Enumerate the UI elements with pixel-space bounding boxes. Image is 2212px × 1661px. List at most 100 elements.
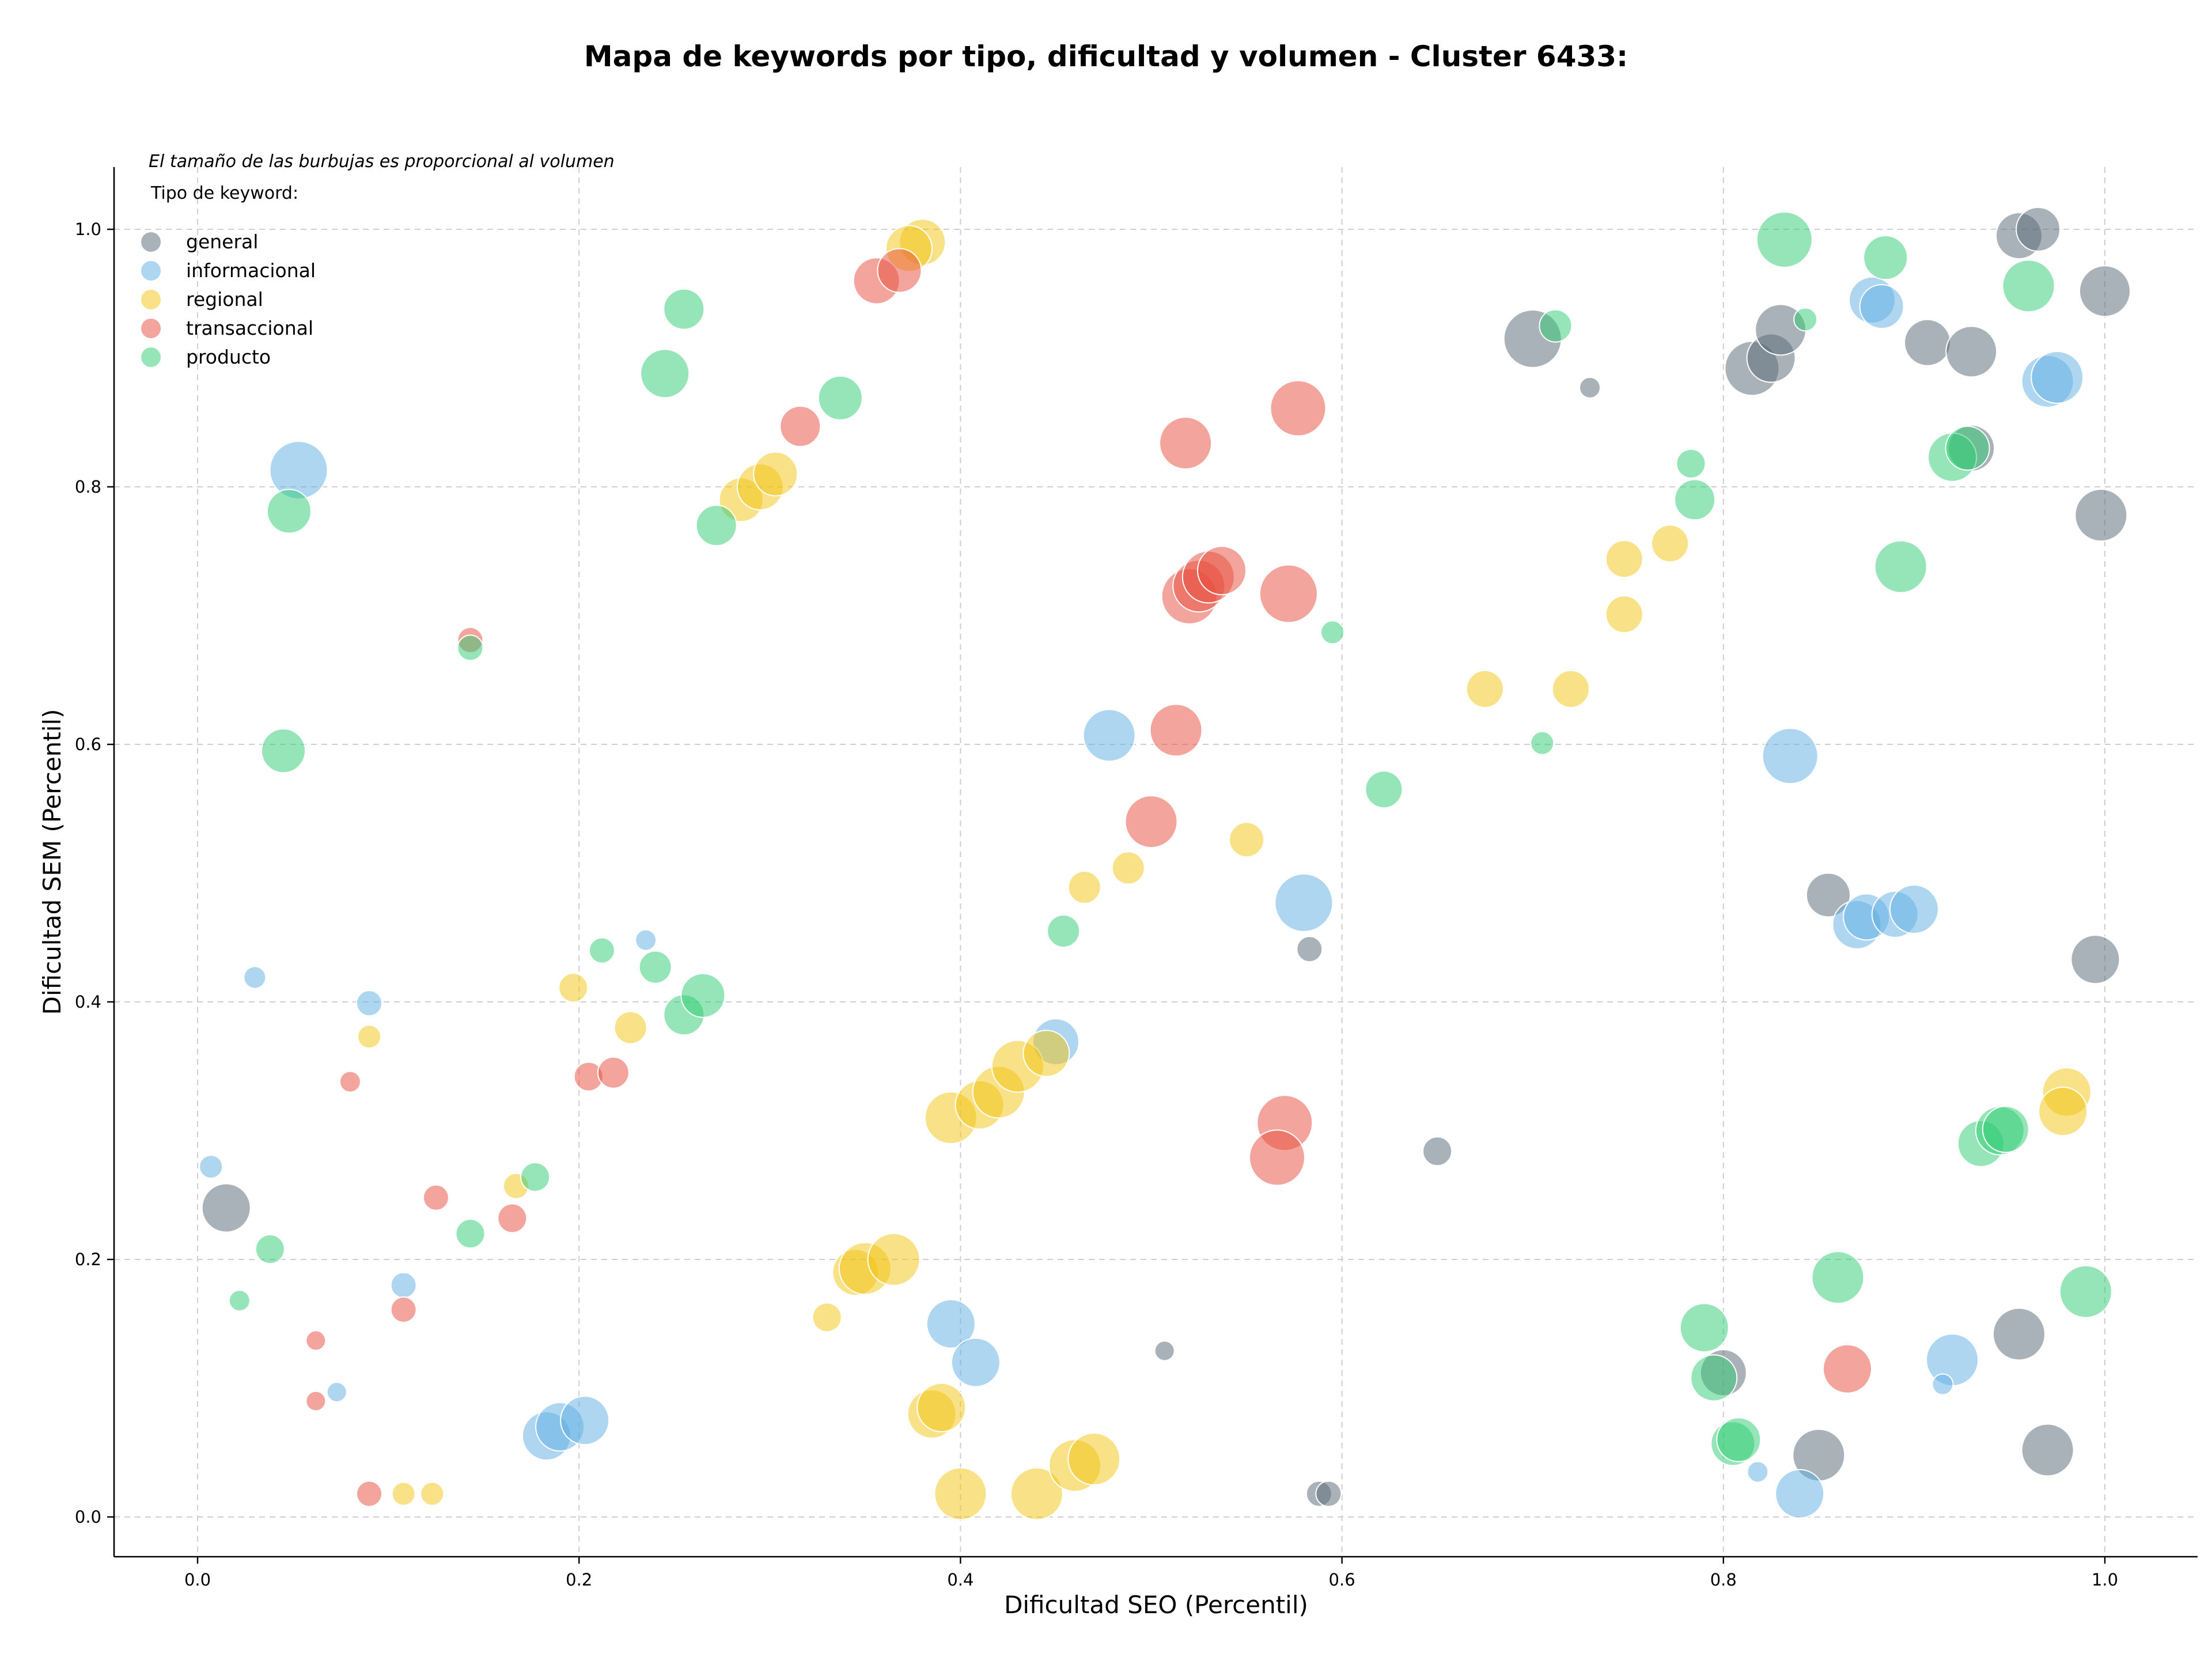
bubble-transaccional <box>390 1296 417 1323</box>
bubble-informacional <box>560 1395 610 1446</box>
bubble-producto <box>1756 211 1813 268</box>
bubble-producto <box>1982 1106 2029 1153</box>
legend-label-producto: producto <box>186 346 271 368</box>
bubble-general <box>1945 326 1998 378</box>
bubble-producto <box>1863 235 1908 281</box>
y-tick-label: 0.2 <box>75 1250 101 1269</box>
bubble-transaccional <box>779 405 821 447</box>
bubble-regional <box>1605 540 1643 578</box>
bubble-producto <box>455 1219 486 1249</box>
legend-title: Tipo de keyword: <box>150 183 298 203</box>
bubble-transaccional <box>305 1390 327 1412</box>
legend-label-informacional: informacional <box>186 259 316 282</box>
bubble-transaccional <box>339 1070 361 1093</box>
chart-title: Mapa de keywords por tipo, dificultad y … <box>584 40 1628 73</box>
y-tick-label: 0.4 <box>75 992 101 1012</box>
bubble-producto <box>1793 307 1818 332</box>
bubble-informacional <box>355 990 382 1017</box>
bubble-transaccional <box>422 1184 449 1211</box>
bubble-general <box>1154 1340 1175 1361</box>
bubble-general <box>1315 1480 1342 1507</box>
legend: Tipo de keyword: general informacional reg… <box>141 183 316 368</box>
bubble-producto <box>1716 1417 1762 1462</box>
y-axis-ticks: 0.0 0.2 0.4 0.6 0.8 1.0 <box>75 220 114 1527</box>
bubble-transaccional <box>1249 1129 1306 1186</box>
bubble-regional <box>812 1302 842 1333</box>
bubble-transaccional <box>877 248 922 293</box>
y-axis-label: Dificultad SEM (Percentil) <box>38 709 66 1015</box>
bubble-general <box>1422 1136 1453 1167</box>
bubble-transaccional <box>1124 795 1178 849</box>
bubble-regional <box>934 1467 987 1520</box>
legend-marker-regional <box>141 290 161 309</box>
bubble-general <box>2074 489 2128 542</box>
bubble-general <box>2016 207 2061 252</box>
bubble-regional <box>1465 669 1504 708</box>
bubble-informacional <box>635 929 657 951</box>
x-tick-label: 0.0 <box>184 1570 211 1590</box>
y-tick-label: 0.8 <box>75 477 101 497</box>
legend-label-regional: regional <box>186 288 263 311</box>
bubble-regional <box>1605 595 1643 634</box>
y-tick-label: 1.0 <box>75 220 101 239</box>
bubble-producto <box>260 728 306 774</box>
bubble-transaccional <box>1197 546 1247 596</box>
bubble-regional <box>1067 1432 1121 1486</box>
bubble-general <box>1805 872 1851 918</box>
legend-label-general: general <box>186 230 258 253</box>
bubble-size-note: El tamaño de las burbujas es proporciona… <box>149 152 615 172</box>
bubble-layer <box>199 207 2131 1520</box>
bubble-informacional <box>243 966 267 989</box>
bubble-regional <box>867 1233 921 1286</box>
bubble-informacional <box>1082 709 1136 762</box>
bubble-producto <box>1874 540 1927 593</box>
bubble-producto <box>1679 1303 1729 1353</box>
bubble-transaccional <box>355 1480 382 1507</box>
legend-marker-transaccional <box>141 319 161 338</box>
bubble-regional <box>1067 871 1101 905</box>
bubble-general <box>1904 319 1952 366</box>
bubble-producto <box>255 1234 285 1265</box>
bubble-producto <box>640 349 690 399</box>
x-axis-ticks: 0.0 0.2 0.4 0.6 0.8 1.0 <box>184 1557 2118 1590</box>
bubble-informacional <box>2031 351 2084 404</box>
bubble-general <box>2021 1423 2074 1477</box>
bubble-producto <box>1676 448 1706 479</box>
bubble-regional <box>1111 851 1145 885</box>
bubble-producto <box>1690 1354 1738 1402</box>
legend-items: general informacional regional transacciona… <box>141 230 316 368</box>
bubble-regional <box>2038 1086 2088 1136</box>
bubble-informacional <box>1931 1373 1954 1395</box>
bubble-regional <box>558 973 589 1003</box>
legend-label-transaccional: transaccional <box>186 317 313 339</box>
legend-marker-general <box>141 232 161 252</box>
x-tick-label: 0.8 <box>1710 1570 1737 1590</box>
bubble-regional <box>613 1011 647 1045</box>
bubble-producto <box>1945 425 1990 471</box>
bubble-producto <box>1674 479 1716 521</box>
bubble-producto <box>520 1161 551 1192</box>
bubble-informacional <box>1274 873 1334 932</box>
bubble-transaccional <box>1149 703 1203 757</box>
bubble-transaccional <box>1823 1344 1873 1394</box>
bubble-general <box>2070 934 2120 985</box>
bubble-producto <box>228 1289 251 1312</box>
bubble-producto <box>1320 620 1345 645</box>
bubble-producto <box>266 489 312 534</box>
bubble-regional <box>1229 822 1265 858</box>
y-tick-label: 0.0 <box>75 1507 101 1527</box>
bubble-informacional <box>1775 1469 1825 1519</box>
bubble-general <box>2079 265 2131 317</box>
bubble-regional <box>1022 1030 1070 1077</box>
bubble-informacional <box>269 440 328 500</box>
grid-lines <box>114 167 2198 1557</box>
bubble-informacional <box>1859 284 1904 330</box>
bubble-informacional <box>1747 1461 1769 1483</box>
bubble-regional <box>357 1024 381 1049</box>
bubble-informacional <box>1889 884 1939 934</box>
bubble-producto <box>638 950 672 984</box>
bubble-regional <box>1651 524 1690 563</box>
bubble-transaccional <box>497 1203 528 1234</box>
bubble-regional <box>916 1383 967 1433</box>
